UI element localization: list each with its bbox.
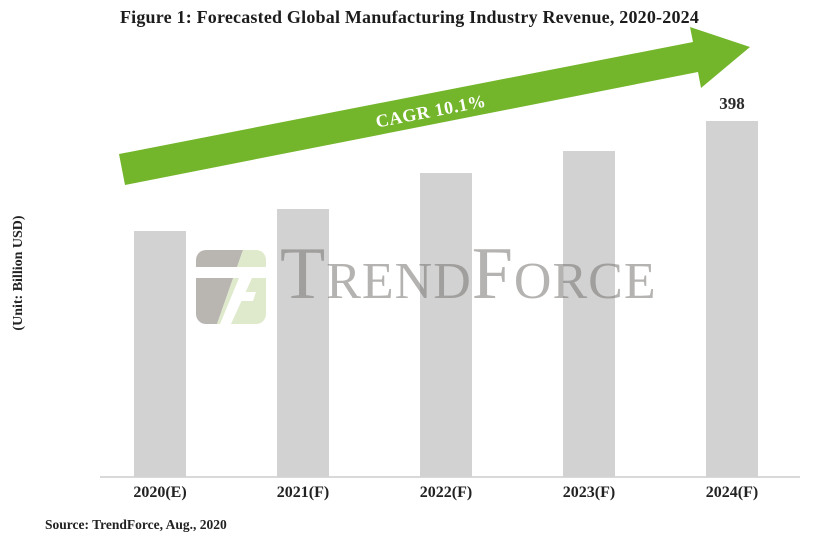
bar-2020(E)	[134, 231, 186, 477]
figure-title: Figure 1: Forecasted Global Manufacturin…	[119, 7, 700, 27]
x-tick-label-2024(F): 2024(F)	[705, 484, 759, 501]
x-tick-label-2021(F): 2021(F)	[276, 484, 330, 501]
source-note: Source: TrendForce, Aug., 2020	[45, 517, 227, 532]
bar-2024(F)	[706, 121, 758, 477]
x-tick-label-2023(F): 2023(F)	[562, 484, 616, 501]
bar-2023(F)	[563, 150, 615, 477]
x-axis-line	[100, 476, 800, 478]
y-axis-title: (Unit: Billion USD)	[11, 215, 26, 331]
bar-value-label: 398	[719, 94, 745, 114]
bar-2022(F)	[420, 173, 472, 477]
x-tick-label-2020(E): 2020(E)	[133, 484, 187, 501]
bar-2021(F)	[277, 209, 329, 477]
x-tick-label-2022(F): 2022(F)	[419, 484, 473, 501]
plot-area: 2020(E) 2021(F) 2022(F) 2023(F) 398 2024(F)	[100, 75, 800, 501]
